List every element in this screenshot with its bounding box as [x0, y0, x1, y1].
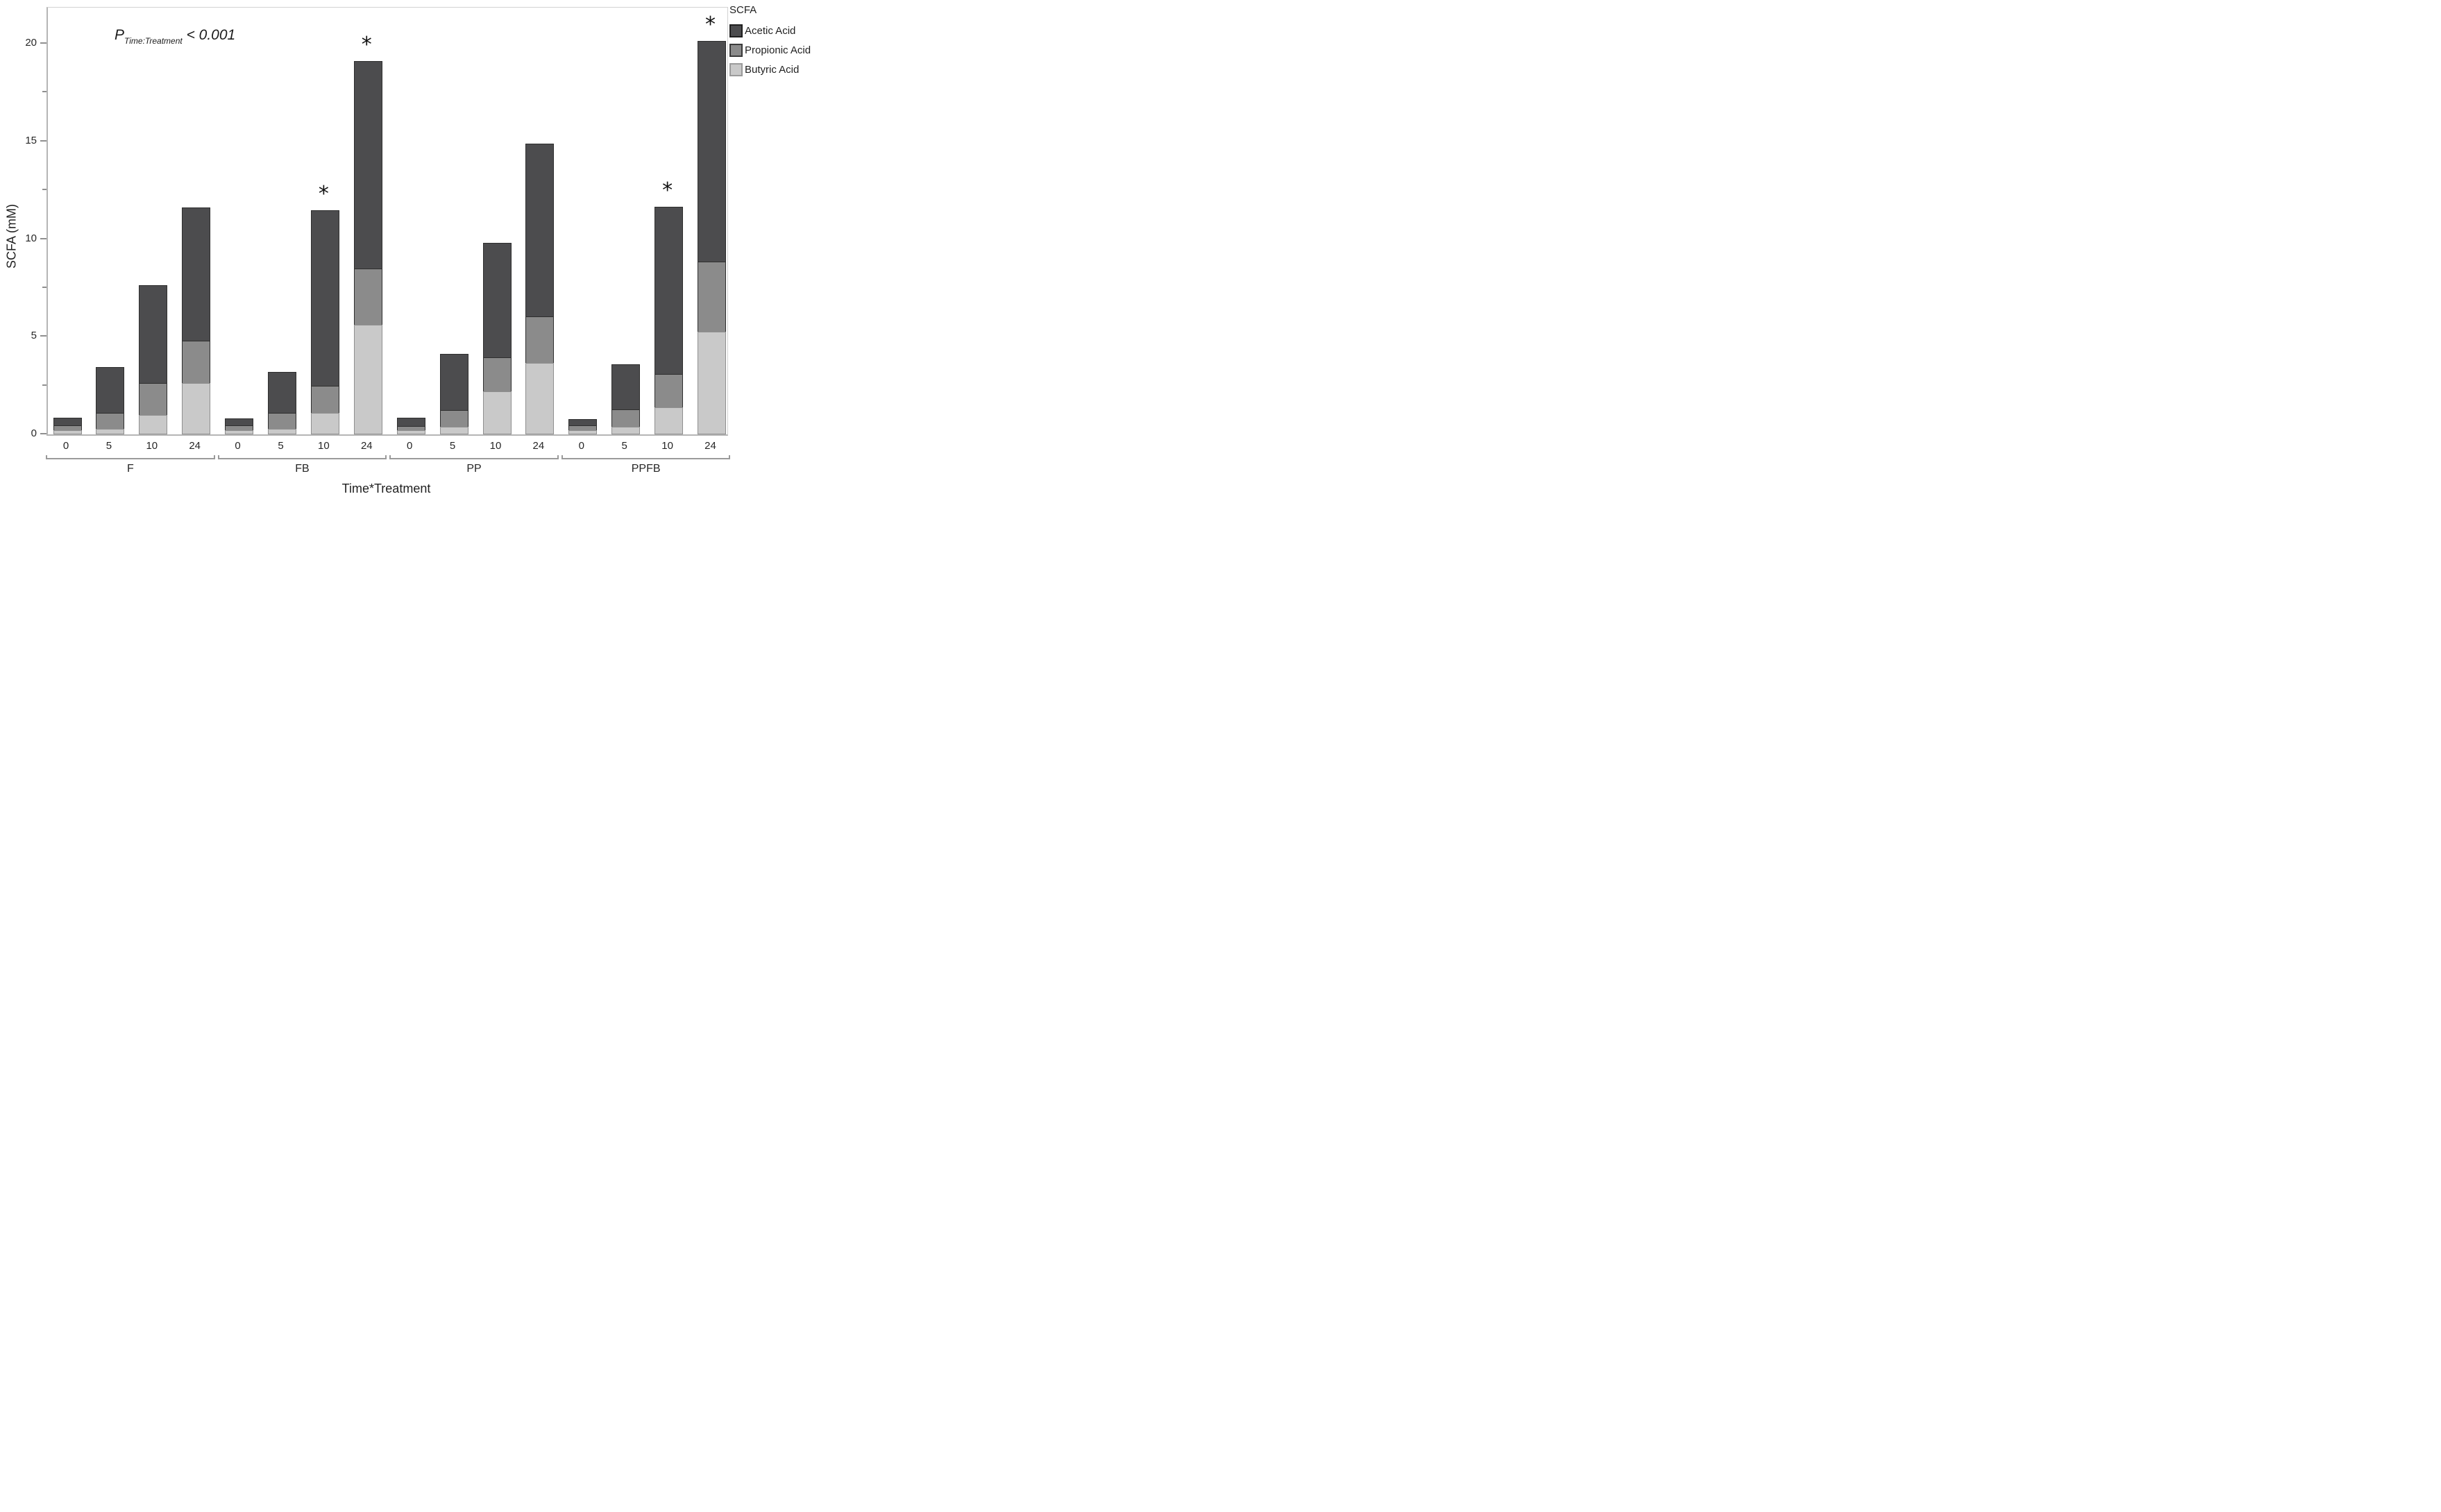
plot-panel: PTime:Treatment < 0.001 [47, 7, 728, 436]
bar-F-24-butyric-acid [182, 382, 211, 434]
bar-F-0-butyric-acid [53, 430, 82, 434]
y-major-tick [40, 42, 47, 44]
bar-PPFB-10-butyric-acid [654, 407, 684, 434]
y-major-tick [40, 335, 47, 337]
legend-label: Acetic Acid [745, 25, 796, 37]
bar-PP-0-butyric-acid [396, 430, 425, 434]
time-label-FB-24: 24 [360, 440, 373, 452]
scfa-stacked-bar-figure: SCFA (mM) PTime:Treatment < 0.001 0 5 10 15… [0, 0, 813, 504]
group-label-FB: FB [295, 463, 310, 475]
y-tick-label: 0 [31, 427, 37, 439]
legend-label: Butyric Acid [745, 64, 800, 76]
group-bracket-FB [217, 455, 387, 459]
x-axis-title: Time*Treatment [341, 482, 431, 495]
group-bracket-PP [389, 455, 559, 459]
bar-PP-10-butyric-acid [482, 391, 512, 434]
p-subscript: Time:Treatment [124, 36, 183, 46]
y-major-tick [40, 237, 47, 239]
time-label-PP-5: 5 [449, 440, 456, 452]
time-label-PPFB-24: 24 [704, 440, 716, 452]
time-label-FB-5: 5 [278, 440, 284, 452]
time-label-F-0: 0 [62, 440, 69, 452]
group-bracket-PPFB [561, 455, 731, 459]
bar-F-10-butyric-acid [139, 414, 168, 434]
legend-row: Propionic Acid [729, 44, 813, 57]
time-label-FB-10: 10 [318, 440, 330, 452]
bar-PPFB-0-butyric-acid [568, 430, 598, 434]
legend-swatch-propionic-acid [729, 44, 743, 57]
legend-label: Propionic Acid [745, 44, 811, 56]
legend-row: Butyric Acid [729, 63, 813, 76]
p-value-annotation: PTime:Treatment < 0.001 [115, 27, 235, 46]
y-tick-label: 15 [25, 134, 37, 146]
significance-star-FB-10: * [318, 181, 329, 206]
y-major-tick [40, 139, 47, 142]
time-label-F-10: 10 [146, 440, 158, 452]
time-label-PP-10: 10 [489, 440, 502, 452]
y-major-tick [40, 433, 47, 434]
y-tick-label: 20 [25, 37, 37, 49]
group-bracket-F [46, 455, 215, 459]
bar-FB-24-butyric-acid [353, 324, 382, 434]
significance-star-PPFB-10: * [662, 178, 673, 203]
y-minor-tick [42, 384, 47, 386]
bar-F-5-butyric-acid [96, 428, 125, 434]
y-minor-tick [42, 286, 47, 288]
time-label-PP-24: 24 [532, 440, 545, 452]
group-label-PPFB: PPFB [631, 463, 661, 475]
y-tick-label: 5 [31, 330, 37, 342]
time-label-PPFB-5: 5 [621, 440, 627, 452]
bar-PP-24-butyric-acid [525, 363, 555, 434]
legend-title: SCFA [729, 4, 757, 16]
legend-swatch-acetic-acid [729, 24, 743, 37]
y-minor-tick [42, 189, 47, 191]
p-symbol: P [115, 27, 125, 43]
time-label-PPFB-0: 0 [578, 440, 584, 452]
time-label-F-24: 24 [189, 440, 201, 452]
time-label-PPFB-10: 10 [661, 440, 673, 452]
group-label-PP: PP [466, 463, 482, 475]
time-label-FB-0: 0 [235, 440, 241, 452]
legend: SCFA Acetic Acid Propionic Acid Butyric Ac… [729, 4, 813, 83]
bar-PPFB-24-butyric-acid [698, 332, 726, 434]
bar-FB-0-butyric-acid [225, 430, 254, 434]
bar-FB-5-butyric-acid [268, 428, 296, 434]
p-comparison: < 0.001 [186, 27, 236, 43]
legend-row: Acetic Acid [729, 24, 813, 37]
legend-rows: Acetic Acid Propionic Acid Butyric Acid [729, 24, 813, 76]
time-label-F-5: 5 [105, 440, 112, 452]
group-label-F: F [126, 463, 134, 475]
y-tick-label: 10 [25, 232, 37, 244]
time-label-PP-0: 0 [407, 440, 413, 452]
bar-PPFB-5-butyric-acid [611, 427, 641, 434]
significance-star-FB-24: * [361, 32, 372, 57]
bar-FB-10-butyric-acid [310, 413, 339, 434]
bar-PP-5-butyric-acid [439, 427, 468, 434]
legend-swatch-butyric-acid [729, 63, 743, 76]
significance-star-PPFB-24: * [705, 12, 716, 37]
y-minor-tick [42, 91, 47, 93]
